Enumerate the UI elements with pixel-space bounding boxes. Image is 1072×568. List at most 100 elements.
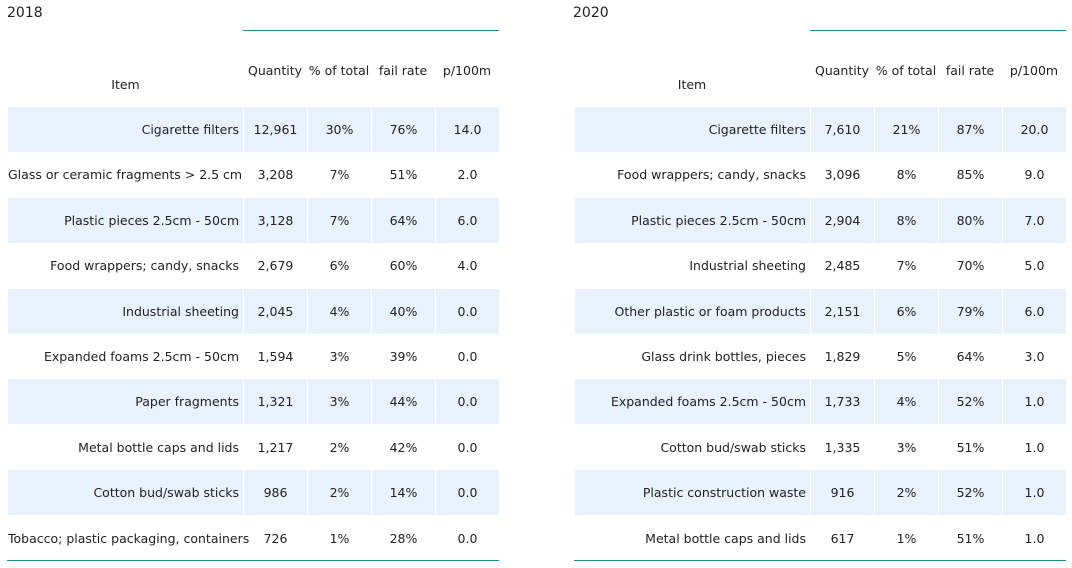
cell-percent: 1% <box>329 530 350 546</box>
cell-percent: 7% <box>896 258 917 274</box>
table-row: Plastic construction waste 916 2% 52% 1.0 <box>575 470 1066 516</box>
cell-fail-rate: 64% <box>372 197 435 243</box>
table-row: Glass or ceramic fragments > 2.5 cm 3,208… <box>8 152 499 197</box>
table-row: Metal bottle caps and lids 1,217 2% 42% 0.0 <box>8 425 499 470</box>
table-row: Metal bottle caps and lids 617 1% 51% 1.0 <box>575 516 1066 561</box>
cell-fail-rate: 85% <box>956 167 985 183</box>
cell-fail-rate: 44% <box>372 379 435 425</box>
cell-quantity: 7,610 <box>811 107 874 152</box>
cell-p100m: 14.0 <box>436 107 499 152</box>
cell-item: Glass drink bottles, pieces <box>641 349 806 364</box>
table-row: Food wrappers; candy, snacks 3,096 8% 85% 9.… <box>575 152 1066 197</box>
cell-fail-rate: 52% <box>939 379 1002 425</box>
cell-quantity: 916 <box>811 470 874 516</box>
bottom-rule <box>7 560 499 561</box>
cell-percent: 3% <box>329 349 350 364</box>
table-row: Industrial sheeting 2,045 4% 40% 0.0 <box>8 288 499 334</box>
cell-item: Expanded foams 2.5cm - 50cm <box>43 349 239 364</box>
cell-fail-rate: 51% <box>956 530 985 546</box>
cell-p100m: 9.0 <box>1024 167 1045 183</box>
column-header-item: Item <box>677 77 707 92</box>
table-row: Cigarette filters 12,961 30% 76% 14.0 <box>8 107 499 152</box>
table-row: Glass drink bottles, pieces 1,829 5% 64% 3.0 <box>575 334 1066 379</box>
cell-p100m: 1.0 <box>1024 530 1045 546</box>
cell-item: Metal bottle caps and lids <box>645 530 806 546</box>
cell-fail-rate: 51% <box>956 439 985 455</box>
cell-item: Metal bottle caps and lids <box>78 439 239 455</box>
table-row: Other plastic or foam products 2,151 6% 79%… <box>575 288 1066 334</box>
cell-p100m: 0.0 <box>457 439 478 455</box>
cell-item: Glass or ceramic fragments > 2.5 cm <box>8 167 243 183</box>
column-header-p100m: p/100m <box>442 63 492 78</box>
cell-item: Cotton bud/swab sticks <box>660 439 806 455</box>
cell-p100m: 2.0 <box>457 167 478 183</box>
cell-quantity: 2,485 <box>824 258 861 274</box>
cell-item: Cigarette filters <box>8 107 243 152</box>
cell-percent: 1% <box>896 530 917 546</box>
cell-p100m: 6.0 <box>436 197 499 243</box>
cell-percent: 5% <box>896 349 917 364</box>
cell-quantity: 2,904 <box>811 197 874 243</box>
cell-fail-rate: 40% <box>372 288 435 334</box>
cell-p100m: 7.0 <box>1003 197 1066 243</box>
cell-p100m: 20.0 <box>1003 107 1066 152</box>
cell-item: Paper fragments <box>8 379 243 425</box>
cell-quantity: 1,217 <box>257 439 294 455</box>
column-header-percent: % of total <box>875 63 937 78</box>
cell-item: Expanded foams 2.5cm - 50cm <box>575 379 810 425</box>
cell-item: Food wrappers; candy, snacks <box>50 258 239 274</box>
cell-p100m: 1.0 <box>1003 379 1066 425</box>
cell-quantity: 2,045 <box>244 288 307 334</box>
cell-fail-rate: 14% <box>372 470 435 516</box>
column-header-quantity: Quantity <box>814 63 870 78</box>
cell-quantity: 1,829 <box>824 349 861 364</box>
cell-p100m: 0.0 <box>436 288 499 334</box>
cell-percent: 7% <box>308 197 371 243</box>
bottom-rule <box>574 560 1066 561</box>
top-rule <box>810 30 1066 31</box>
cell-percent: 2% <box>308 470 371 516</box>
cell-percent: 8% <box>896 167 917 183</box>
cell-item: Tobacco; plastic packaging, containers <box>8 530 250 546</box>
cell-item: Food wrappers; candy, snacks <box>617 167 806 183</box>
cell-percent: 3% <box>896 439 917 455</box>
cell-percent: 21% <box>875 107 938 152</box>
cell-p100m: 1.0 <box>1024 439 1045 455</box>
cell-item: Other plastic or foam products <box>575 288 810 334</box>
cell-quantity: 3,208 <box>257 167 294 183</box>
table-panel-2020: 2020 Item Quantity % of total fail rate … <box>567 0 1067 568</box>
cell-fail-rate: 42% <box>389 439 418 455</box>
column-header-item: Item <box>111 77 140 92</box>
table-row: Paper fragments 1,321 3% 44% 0.0 <box>8 379 499 425</box>
cell-fail-rate: 87% <box>939 107 1002 152</box>
column-header-fail-rate: fail rate <box>945 63 995 78</box>
cell-quantity: 2,151 <box>811 288 874 334</box>
table-row: Industrial sheeting 2,485 7% 70% 5.0 <box>575 243 1066 288</box>
table-row: Food wrappers; candy, snacks 2,679 6% 60% 4.… <box>8 243 499 288</box>
cell-p100m: 0.0 <box>457 349 478 364</box>
cell-quantity: 3,128 <box>244 197 307 243</box>
cell-fail-rate: 52% <box>939 470 1002 516</box>
cell-item: Plastic pieces 2.5cm - 50cm <box>575 197 810 243</box>
table-row: Expanded foams 2.5cm - 50cm 1,733 4% 52% 1.0 <box>575 379 1066 425</box>
cell-quantity: 1,321 <box>244 379 307 425</box>
cell-quantity: 2,679 <box>257 258 294 274</box>
table-row: Plastic pieces 2.5cm - 50cm 2,904 8% 80% 7.0 <box>575 197 1066 243</box>
cell-item: Industrial sheeting <box>689 258 806 274</box>
cell-p100m: 1.0 <box>1003 470 1066 516</box>
column-header-percent: % of total <box>308 63 370 78</box>
column-header-p100m: p/100m <box>1009 63 1059 78</box>
cell-fail-rate: 70% <box>956 258 985 274</box>
cell-item: Plastic construction waste <box>575 470 810 516</box>
cell-quantity: 3,096 <box>824 167 861 183</box>
cell-item: Plastic pieces 2.5cm - 50cm <box>8 197 243 243</box>
cell-percent: 4% <box>308 288 371 334</box>
table-row: Plastic pieces 2.5cm - 50cm 3,128 7% 64% 6.0 <box>8 197 499 243</box>
cell-p100m: 0.0 <box>436 470 499 516</box>
cell-percent: 4% <box>875 379 938 425</box>
cell-fail-rate: 64% <box>956 349 985 364</box>
cell-percent: 7% <box>329 167 350 183</box>
cell-fail-rate: 39% <box>389 349 418 364</box>
cell-percent: 6% <box>875 288 938 334</box>
column-header-quantity: Quantity <box>247 63 303 78</box>
